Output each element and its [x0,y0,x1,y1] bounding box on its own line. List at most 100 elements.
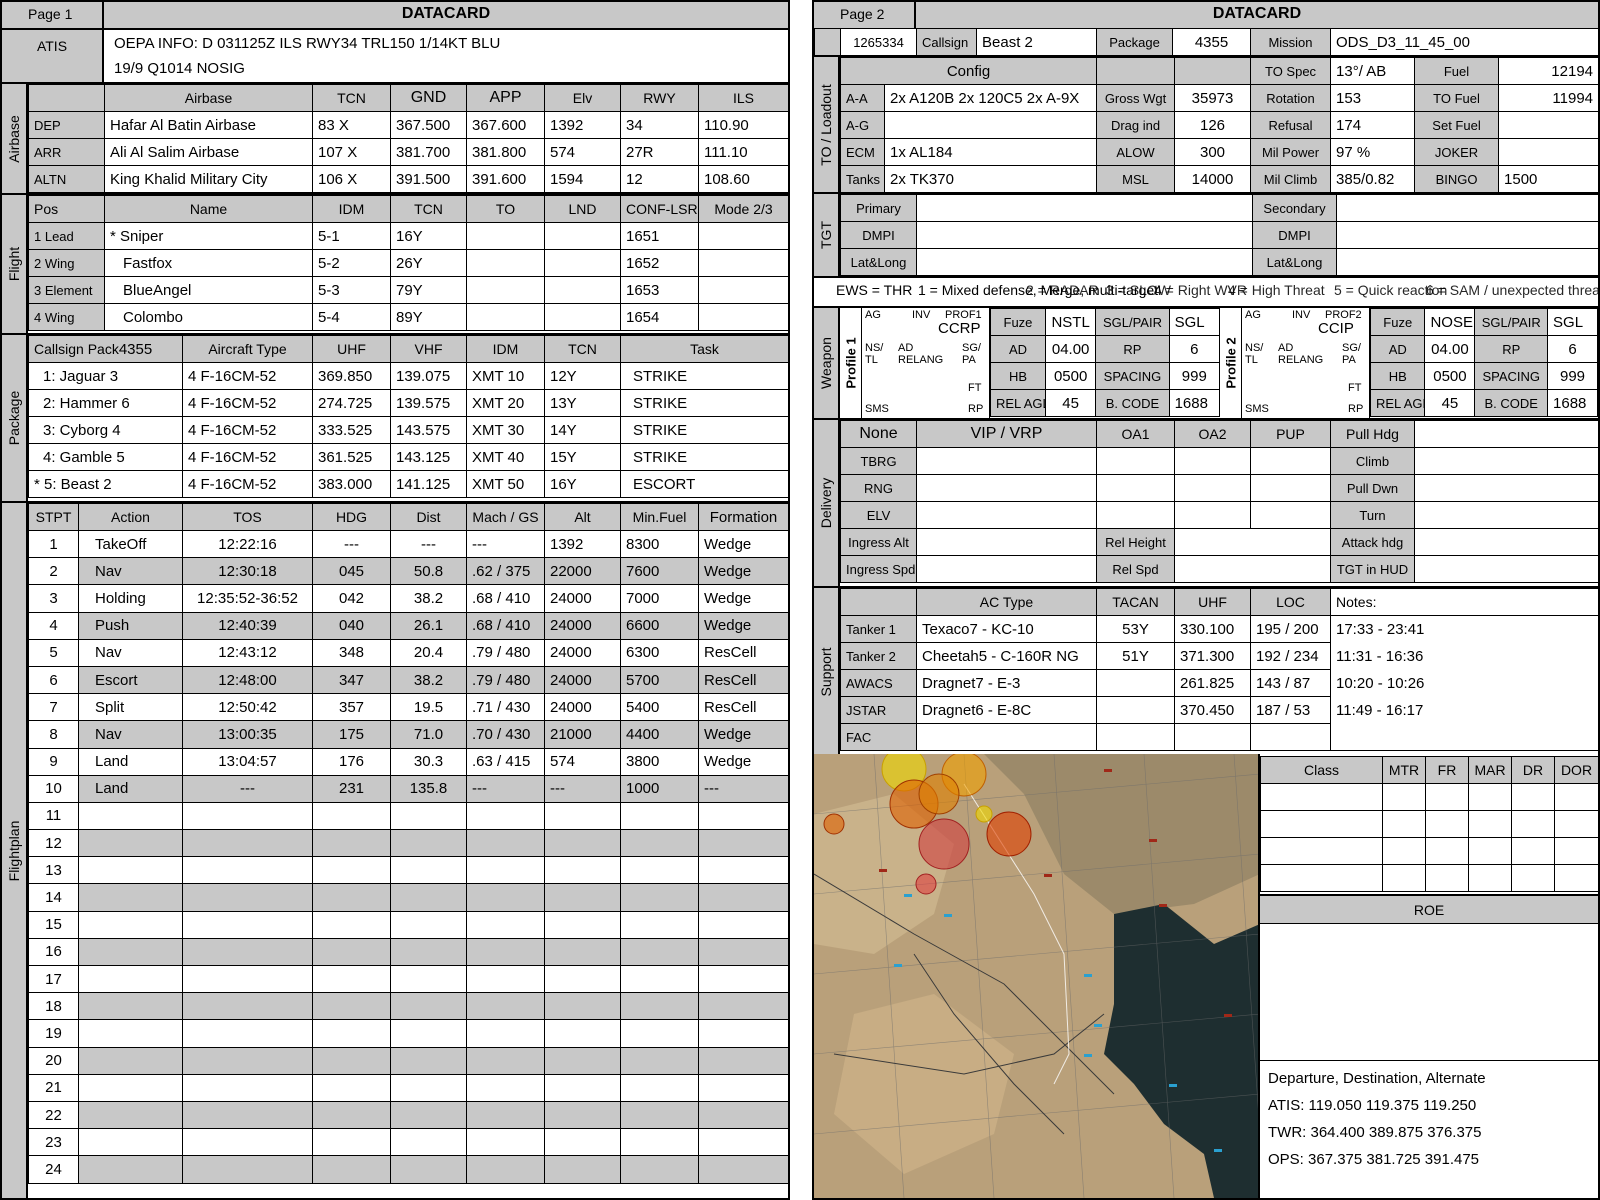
page2-label: Page 2 [814,2,916,28]
col-conf-lsr: CONF-LSR [620,195,699,223]
latlong-label: Lat&Long [840,248,917,276]
package-vhf: 139.575 [390,389,467,417]
fp-dist: --- [390,529,467,559]
fp-formation: Wedge [698,611,788,640]
support-loc: 195 / 200 [1250,615,1331,643]
airbase-elv: 574 [544,138,621,166]
fp-min-fuel [620,1155,699,1184]
fp-tos: 13:00:35 [182,720,313,749]
fp-alt: 21000 [544,720,621,749]
mfd-sg: SG/ [1342,342,1361,354]
support-type: Dragnet6 - E-8C [916,696,1097,724]
support-role: JSTAR [840,696,917,724]
flight-lnd [544,222,621,250]
flightplan-row: 19 [28,1019,788,1048]
fp-formation: Wedge [698,720,788,749]
refusal-value: 174 [1330,111,1416,139]
mfd-relang: RELANG [1278,354,1324,366]
fp-min-fuel [620,1100,699,1130]
flight-lnd [544,249,621,277]
support-role: Tanker 2 [840,642,917,670]
col-aircraft-type: Aircraft Type [182,335,313,363]
fp-mach-gs [466,937,545,967]
profile-settings-table: Fuze NOSE SGL/PAIR SGL AD 04.00 RP 6 HB 0500 SPA… [1369,308,1598,417]
fp-stpt: 23 [28,1128,79,1157]
airbase-table: Airbase TCN GND APP Elv RWY ILS DEP Hafa… [28,84,788,193]
package-uhf: 369.850 [312,362,391,390]
msl-label: MSL [1096,165,1176,193]
mfd-rp: RP [1348,403,1364,415]
fp-alt [544,829,621,858]
tactical-map[interactable] [814,754,1260,1198]
airbase-rwy: 27R [620,138,699,166]
fp-dist [390,1155,467,1184]
gross-wgt-value: 35973 [1174,84,1252,112]
support-section: Support AC Type TACAN UHF LOC Notes: Tan… [814,586,1598,756]
fp-hdg [312,937,391,967]
delivery-pull-hdg: Pull Hdg [1330,420,1415,448]
to-fuel-label: TO Fuel [1414,84,1500,112]
fp-formation: ResCell [698,693,788,722]
dmpi-label: DMPI [840,221,917,249]
map-route [963,783,1070,1085]
airbase-section: Airbase Airbase TCN GND APP Elv RWY ILS … [2,82,788,193]
flight-name: Colombo [104,303,313,331]
fp-stpt: 24 [28,1155,79,1184]
bcode-label: B. CODE [1474,389,1549,417]
airbase-elv: 1594 [544,165,621,193]
fp-dist: 135.8 [390,774,467,803]
flight-to [466,303,545,331]
bcode-label: B. CODE [1095,389,1170,417]
flight-tcn: 89Y [390,303,467,331]
airbase-side-label: Airbase [2,84,28,193]
fuze-value: NOSE [1424,308,1476,336]
fp-formation [698,883,788,912]
col-ac-type: AC Type [916,588,1097,616]
fp-tos [182,992,313,1021]
flight-mode [698,249,788,277]
mfd-tl: TL [865,354,878,366]
col-to: TO [466,195,545,223]
fp-action [78,992,183,1021]
fp-stpt: 13 [28,856,79,885]
fp-dist [390,937,467,967]
delivery-pull-dwn: Pull Dwn [1330,474,1415,502]
fp-hdg: 176 [312,747,391,776]
flight-mode [698,222,788,250]
fp-dist: 71.0 [390,720,467,749]
fp-tos: 12:50:42 [182,693,313,722]
fp-hdg: 045 [312,557,391,586]
fp-mach-gs: .71 / 430 [466,693,545,722]
col-alt: Alt [544,503,621,531]
fp-mach-gs [466,883,545,912]
fp-formation [698,856,788,885]
fp-min-fuel [620,910,699,939]
fp-min-fuel: 5700 [620,665,699,695]
fp-alt [544,1128,621,1157]
fp-tos [182,1046,313,1075]
support-tacan [1096,696,1175,724]
flight-pos: 3 Element [28,276,105,304]
support-tacan [1096,723,1175,751]
airbase-role: DEP [28,111,105,139]
delivery-ingress-alt: Ingress Alt [840,528,917,556]
fp-action: Land [78,774,183,803]
col-dor: DOR [1554,756,1598,784]
airbase-row: ARR Ali Al Salim Airbase 107 X 381.700 3… [28,138,788,166]
fp-min-fuel: 4400 [620,720,699,749]
col-stpt: STPT [28,503,79,531]
fp-stpt: 19 [28,1019,79,1048]
delivery-attack-hdg: Attack hdg [1330,528,1415,556]
fp-action: Escort [78,665,183,695]
enemy-markers [879,769,1232,1017]
col-tacan: TACAN [1096,588,1175,616]
fp-min-fuel: 1000 [620,774,699,803]
fp-stpt: 9 [28,747,79,776]
flightplan-row: 7 Split 12:50:42 357 19.5.71 / 430 24000 5400 R… [28,693,788,722]
weapon-profile-2: Profile 2 AG INV PROF2 CCIP NS/ TL AD RE… [1220,308,1598,418]
fp-tos: 13:04:57 [182,747,313,776]
package-type: 4 F-16CM-52 [182,416,313,444]
package-callsign: 2: Hammer 6 [28,389,183,417]
fp-alt: 22000 [544,557,621,586]
fp-dist [390,910,467,939]
